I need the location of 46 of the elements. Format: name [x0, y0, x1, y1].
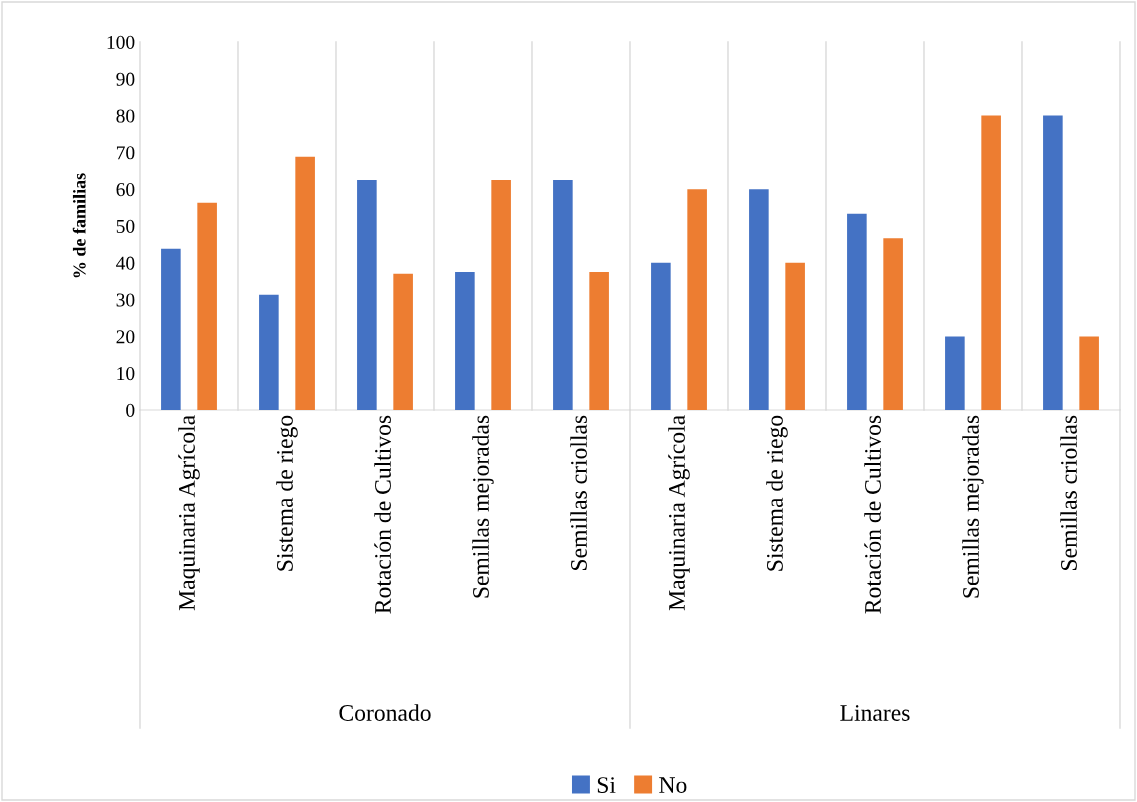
y-tick-label: 90 — [116, 72, 135, 86]
bar — [749, 189, 769, 410]
bar — [785, 262, 805, 410]
text: Coronado — [339, 704, 431, 721]
x-tick-label: Rotación de Cultivos — [864, 415, 881, 614]
x-tick-label: Semillas criollas — [570, 415, 587, 571]
bar — [393, 273, 413, 410]
x-tick-label: Semillas mejoradas — [472, 415, 494, 598]
y-tick-label: 20 — [116, 330, 135, 344]
y-tick-label: 100 — [107, 35, 135, 49]
y-tick-label: 0 — [126, 403, 135, 417]
y-tick-label: 30 — [116, 293, 135, 307]
bar — [1043, 115, 1063, 410]
bar — [687, 189, 707, 410]
bar — [197, 202, 217, 410]
bar — [295, 156, 315, 410]
bar — [1079, 336, 1099, 410]
x-tick-label: Maquinaria Agrícola — [178, 415, 200, 611]
bar — [847, 213, 867, 410]
text: Linares — [840, 705, 910, 721]
bar — [589, 272, 609, 410]
y-axis-title: % de familias — [72, 173, 86, 278]
y-tick-label: 10 — [117, 367, 135, 381]
y-tick-label: 80 — [116, 109, 135, 123]
y-tick-label: 70 — [116, 146, 135, 160]
bar — [491, 180, 511, 410]
x-tick-label: Sistema de riego — [766, 415, 788, 571]
bar — [981, 115, 1001, 410]
x-tick-label: Rotación de Cultivos — [374, 415, 391, 614]
bar — [357, 180, 377, 410]
legend-label: Si — [597, 777, 616, 794]
x-tick-label: Semillas criollas — [1060, 415, 1077, 571]
bar — [259, 294, 279, 410]
x-tick-label: Semillas mejoradas — [962, 415, 984, 598]
bar — [553, 180, 573, 410]
bar — [161, 248, 181, 410]
legend-label: No — [659, 777, 687, 794]
y-tick-label: 60 — [116, 183, 135, 197]
y-tick-label: 50 — [116, 219, 135, 233]
x-tick-label: Maquinaria Agrícola — [668, 415, 690, 611]
bar — [883, 238, 903, 410]
y-tick-label: 40 — [116, 256, 135, 270]
x-tick-label: Sistema de riego — [276, 415, 298, 571]
bar — [651, 262, 671, 410]
bar — [455, 272, 475, 410]
bar — [945, 336, 965, 410]
